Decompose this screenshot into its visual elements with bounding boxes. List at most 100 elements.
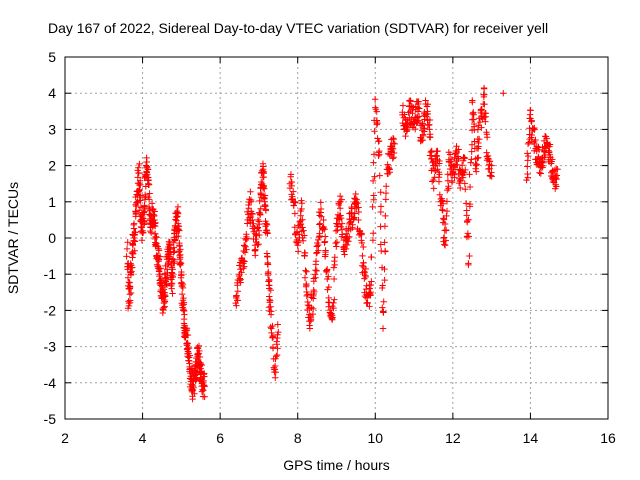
data-point-sample bbox=[267, 286, 274, 294]
data-point-sample bbox=[528, 134, 535, 141]
data-point-sample bbox=[335, 201, 343, 209]
data-point-sample bbox=[315, 247, 322, 254]
data-point-sample bbox=[290, 188, 297, 195]
data-point-sample bbox=[326, 306, 334, 314]
data-point-sample bbox=[163, 266, 171, 273]
data-point-sample bbox=[376, 172, 383, 179]
data-point-sample bbox=[300, 227, 307, 234]
data-point-sample bbox=[552, 174, 559, 182]
data-point-sample bbox=[144, 171, 151, 178]
data-point-sample bbox=[233, 302, 240, 309]
data-point-sample bbox=[241, 258, 248, 265]
data-point-sample bbox=[355, 216, 362, 224]
data-point-sample bbox=[441, 234, 448, 241]
data-point-sample bbox=[264, 253, 271, 261]
data-point-sample bbox=[460, 154, 467, 161]
data-point-sample bbox=[467, 159, 474, 166]
y-tick-label: 4 bbox=[48, 85, 56, 101]
data-point-sample bbox=[353, 196, 360, 203]
data-point-sample bbox=[331, 296, 338, 303]
data-point bbox=[368, 278, 375, 285]
data-point-sample bbox=[261, 203, 269, 210]
data-point-sample bbox=[448, 177, 456, 185]
x-axis-label: GPS time / hours bbox=[283, 457, 390, 473]
data-point-sample bbox=[261, 194, 268, 202]
data-point-sample bbox=[301, 249, 309, 257]
data-point-sample bbox=[264, 230, 271, 237]
data-point-sample bbox=[137, 204, 145, 211]
data-point-sample bbox=[474, 154, 481, 162]
data-point-sample bbox=[466, 200, 474, 208]
data-point-sample bbox=[480, 85, 488, 92]
data-point-sample bbox=[297, 212, 304, 219]
data-point-sample bbox=[536, 169, 543, 176]
data-point-sample bbox=[174, 220, 182, 227]
data-point-sample bbox=[330, 264, 337, 271]
data-point-sample bbox=[167, 251, 174, 258]
data-point-sample bbox=[390, 135, 397, 143]
data-point-sample bbox=[140, 209, 147, 216]
data-point-sample bbox=[129, 250, 137, 257]
y-tick-label: 5 bbox=[48, 49, 56, 65]
data-point-sample bbox=[524, 152, 532, 160]
data-point-sample bbox=[299, 216, 306, 223]
data-point-sample bbox=[350, 214, 358, 221]
data-point-sample bbox=[136, 160, 143, 168]
data-point-sample bbox=[256, 220, 263, 228]
data-point-sample bbox=[273, 353, 280, 360]
data-point-sample bbox=[257, 205, 264, 212]
data-point-sample bbox=[311, 271, 319, 278]
data-point bbox=[391, 140, 398, 148]
data-point-sample bbox=[465, 233, 473, 240]
data-point bbox=[488, 162, 495, 169]
data-point-sample bbox=[175, 210, 182, 217]
data-point-sample bbox=[364, 299, 371, 306]
data-point-sample bbox=[266, 297, 274, 304]
data-point-sample bbox=[290, 202, 297, 209]
data-point bbox=[183, 339, 191, 347]
data-point-sample bbox=[160, 286, 168, 293]
data-point-sample bbox=[433, 152, 440, 160]
data-point-sample bbox=[370, 230, 377, 237]
data-point-sample bbox=[325, 294, 332, 302]
data-point-sample bbox=[292, 198, 299, 206]
data-point-sample bbox=[136, 181, 143, 189]
y-tick-label: 0 bbox=[48, 230, 56, 246]
data-point-sample bbox=[333, 243, 340, 250]
data-point-sample bbox=[274, 321, 281, 328]
data-point-sample bbox=[473, 161, 480, 168]
y-tick-label: -3 bbox=[44, 339, 57, 355]
data-point-sample bbox=[473, 168, 480, 175]
data-point-sample bbox=[126, 297, 134, 304]
data-point-sample bbox=[260, 173, 267, 181]
data-point-sample bbox=[380, 298, 387, 305]
data-point-sample bbox=[295, 231, 303, 238]
data-point-sample bbox=[435, 178, 443, 185]
data-point-sample bbox=[368, 253, 375, 261]
data-point-sample bbox=[136, 193, 143, 201]
data-point-sample bbox=[457, 184, 464, 192]
data-point-sample bbox=[316, 232, 323, 240]
data-point-sample bbox=[152, 239, 159, 246]
data-point-sample bbox=[535, 146, 543, 153]
data-point-sample bbox=[470, 116, 477, 123]
data-point-sample bbox=[124, 274, 132, 281]
data-point-sample bbox=[426, 116, 434, 124]
data-point-sample bbox=[444, 171, 451, 178]
data-point-sample bbox=[130, 220, 138, 227]
data-point-sample bbox=[466, 183, 474, 191]
data-point-sample bbox=[144, 166, 152, 173]
data-point-sample bbox=[175, 227, 183, 234]
data-point-sample bbox=[382, 196, 390, 203]
data-point-sample bbox=[439, 197, 446, 204]
y-tick-label: 1 bbox=[48, 194, 56, 210]
y-tick-label: 2 bbox=[48, 158, 56, 174]
x-tick-label: 4 bbox=[139, 430, 147, 446]
data-point-sample bbox=[463, 212, 470, 219]
data-point-sample bbox=[342, 245, 350, 253]
data-point-sample bbox=[451, 171, 458, 178]
data-point-sample bbox=[196, 347, 203, 355]
data-point-sample bbox=[478, 106, 485, 113]
data-point-sample bbox=[248, 210, 255, 217]
data-point-sample bbox=[442, 237, 450, 244]
